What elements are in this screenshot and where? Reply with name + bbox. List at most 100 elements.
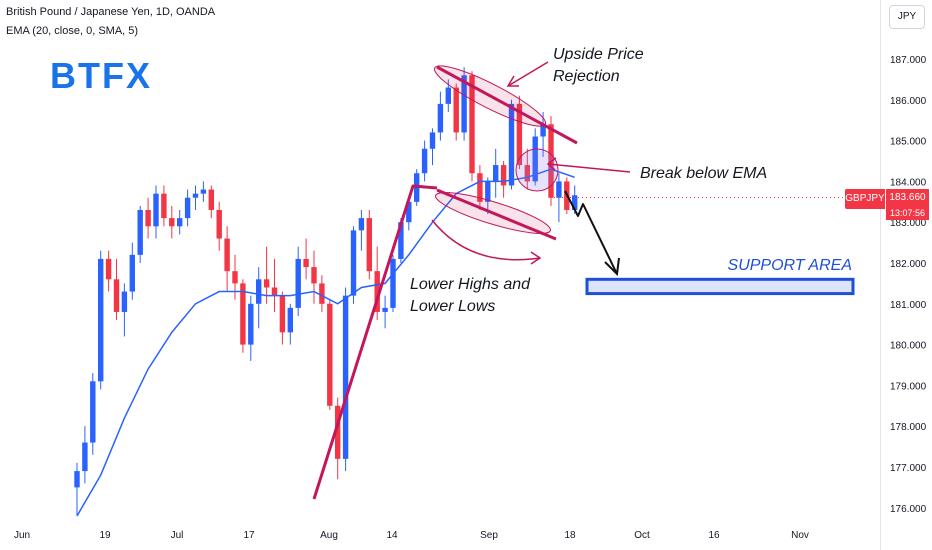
candle-body [398, 222, 404, 259]
candle-body [208, 189, 214, 210]
time-axis-tick: 19 [99, 530, 111, 541]
btfx-logo: BTFX [50, 55, 152, 96]
candle-body [153, 193, 159, 227]
break-label: Break below EMA [640, 165, 767, 182]
candle-body [287, 307, 293, 333]
candle-body [279, 295, 286, 333]
upside-label-line2: Rejection [553, 68, 620, 85]
candle [327, 299, 333, 410]
price-axis-tick: 187.000 [890, 55, 927, 66]
candle [169, 205, 175, 239]
candle-body [429, 132, 436, 149]
break-circle [515, 148, 559, 192]
candle-body [263, 279, 270, 288]
candle [105, 250, 112, 292]
candle-body [311, 267, 317, 284]
price-axis-tick: 177.000 [890, 463, 927, 474]
lower-arrow [431, 219, 541, 261]
candle-body [113, 279, 120, 312]
candle-body [161, 193, 167, 219]
price-axis-tick: 185.000 [890, 137, 927, 148]
candle [453, 83, 459, 141]
candle [121, 283, 128, 337]
time-axis-tick: Nov [791, 530, 809, 541]
candle-body [374, 271, 380, 312]
candle [350, 226, 357, 304]
time-axis-tick: Jun [14, 530, 30, 541]
candle-body [342, 295, 349, 459]
current-price-tag: GBPJPY 183.660 13:07:56 [845, 189, 929, 220]
candle-body [98, 258, 104, 382]
candle-body [192, 193, 199, 198]
currency-button[interactable]: JPY [889, 5, 925, 29]
candle-body [366, 218, 372, 272]
candle-body [121, 291, 128, 312]
candle-body [572, 195, 578, 210]
candle-body [145, 209, 151, 227]
candle-body [200, 189, 207, 194]
candle-body [461, 75, 467, 133]
candle-body [240, 283, 246, 345]
candle [216, 201, 222, 251]
candle-body [248, 303, 254, 345]
candle-body [303, 258, 309, 268]
candle [129, 242, 135, 300]
candle-body [319, 283, 325, 304]
candle [342, 287, 349, 472]
candle [256, 267, 262, 329]
candle-body [477, 173, 483, 202]
candle [477, 165, 483, 210]
price-tag-symbol: GBPJPY [845, 189, 885, 209]
candle-body [421, 148, 428, 174]
candle-body [74, 471, 80, 488]
lower-trendline [436, 188, 557, 241]
candle [113, 258, 120, 321]
candle-body [469, 75, 475, 174]
lower-arrow-head [530, 251, 542, 265]
price-axis-tick: 186.000 [890, 96, 927, 107]
candle [192, 185, 199, 210]
upside-arrow-head [506, 75, 519, 87]
candle-body [382, 307, 388, 312]
candle-body [508, 103, 515, 186]
candle [382, 295, 388, 329]
price-axis-tick: 178.000 [890, 422, 927, 433]
candle [224, 226, 230, 292]
ema-indicator-label[interactable]: EMA (20, close, 0, SMA, 5) [6, 25, 139, 37]
lower-label-line1: Lower Highs and [410, 276, 531, 293]
candle [82, 426, 88, 484]
candle-body [516, 103, 523, 166]
support-zone [585, 277, 855, 296]
candle [429, 128, 436, 166]
candle-body [350, 230, 357, 296]
candle [200, 181, 207, 202]
candle [240, 279, 246, 353]
candle-body [556, 181, 562, 198]
candle-body [224, 238, 230, 272]
upside-arrow [507, 61, 549, 87]
price-axis: 187.000 186.000 185.000 184.000 183.000 182.0… [880, 0, 927, 550]
price-axis-tick: 182.000 [890, 259, 927, 270]
rising-trendline [312, 184, 438, 500]
candle-body [524, 165, 530, 182]
candle-body [358, 218, 365, 231]
candle [98, 250, 104, 390]
price-axis-tick: 179.000 [890, 381, 927, 392]
candle-body [335, 405, 341, 459]
candle [90, 373, 96, 455]
candle [319, 275, 325, 312]
candle [485, 177, 491, 215]
candle-body [406, 201, 412, 223]
ema-line [76, 168, 575, 517]
price-axis-tick: 183.000 [890, 218, 927, 229]
candle-body [82, 442, 88, 472]
candle [311, 250, 317, 304]
candle [279, 291, 286, 345]
candle [516, 95, 523, 170]
candle-body [532, 136, 538, 182]
candle [137, 205, 143, 263]
candle-body [184, 197, 191, 219]
projection-arrow-head [604, 257, 620, 277]
